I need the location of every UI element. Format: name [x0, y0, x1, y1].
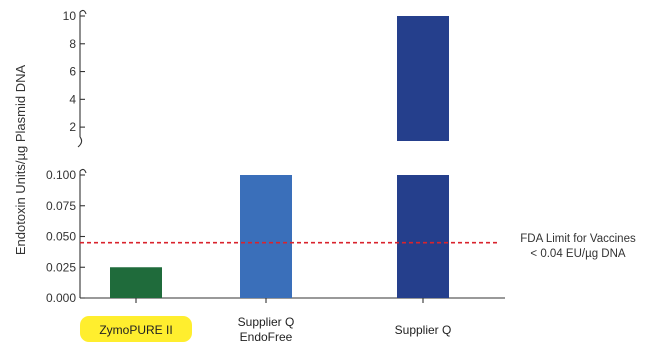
bar-1	[110, 267, 162, 298]
y-tick-label-lower: 0.000	[46, 291, 76, 305]
y-tick-label-lower: 0.050	[46, 230, 76, 244]
bar-3-lower-segment	[397, 175, 449, 298]
fda-limit-label-line-2: < 0.04 EU/µg DNA	[530, 248, 625, 260]
category-label-line-2: EndoFree	[240, 330, 293, 343]
y-tick-label-upper: 2	[69, 120, 76, 134]
bar-3-upper-segment	[397, 16, 449, 141]
y-tick-label-upper: 10	[63, 9, 77, 23]
category-label-line-1: Supplier Q	[238, 315, 295, 329]
reference-line-group: FDA Limit for Vaccines < 0.04 EU/µg DNA	[80, 233, 636, 260]
axis-break-top-upper	[79, 9, 87, 15]
y-axis-label: Endotoxin Units/µg Plasmid DNA	[13, 65, 28, 256]
bar-2	[240, 175, 292, 298]
y-tick-label-lower: 0.075	[46, 199, 76, 213]
category-label: Supplier Q	[395, 323, 452, 337]
y-tick-label-upper: 8	[69, 37, 76, 51]
category-highlight	[80, 316, 192, 342]
axis-break-bottom	[77, 136, 83, 148]
category-label: ZymoPURE II	[99, 323, 172, 337]
bars	[110, 16, 449, 298]
fda-limit-label-line-1: FDA Limit for Vaccines	[520, 233, 636, 245]
y-tick-label-upper: 6	[69, 65, 76, 79]
y-tick-label-upper: 4	[69, 92, 76, 106]
axis-break-top-lower	[79, 168, 87, 174]
y-tick-label-lower: 0.025	[46, 260, 76, 274]
y-tick-label-lower: 0.100	[46, 168, 76, 182]
